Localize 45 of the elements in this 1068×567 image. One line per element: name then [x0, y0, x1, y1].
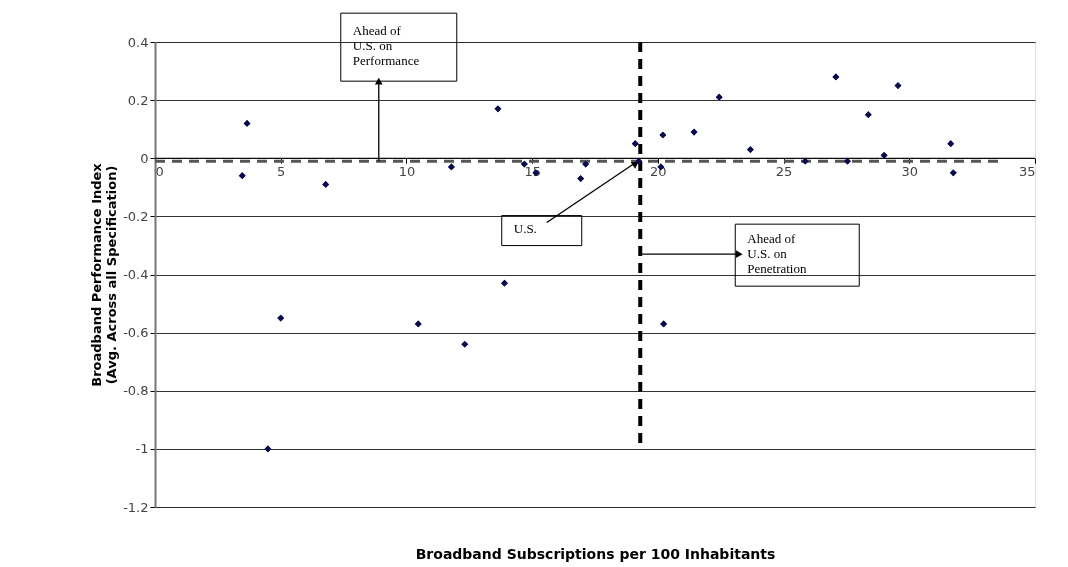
point	[801, 157, 809, 165]
y-axis-title: Broadband Performance Index (Avg. Across all Specification)	[89, 162, 120, 387]
point	[494, 105, 502, 113]
x-tick-label: 0	[155, 163, 164, 179]
point	[949, 169, 957, 177]
point	[635, 157, 643, 165]
y-tick-label: 0.4	[127, 34, 149, 50]
y-tick-label: -1.2	[123, 499, 149, 515]
y-tick-label: -1	[135, 441, 149, 457]
y-tick-label: -0.8	[123, 383, 149, 399]
point	[631, 140, 639, 148]
y-tick-label: -0.6	[123, 325, 149, 341]
annotation: Ahead of U.S. on Penetration	[747, 230, 807, 276]
point	[659, 131, 667, 139]
x-axis-title: Broadband Subscriptions per 100 Inhabitants	[415, 545, 776, 562]
point	[864, 111, 872, 119]
y-tick-label: 0.2	[127, 92, 149, 108]
point	[660, 320, 667, 328]
y-tick-label: 0	[140, 150, 149, 166]
point	[582, 160, 590, 168]
x-tick-label: 25	[775, 163, 793, 179]
point	[277, 314, 285, 322]
x-tick-label: 35	[1018, 163, 1036, 179]
point	[414, 320, 422, 328]
point	[947, 140, 955, 148]
point	[264, 445, 272, 453]
point	[501, 279, 508, 287]
y-tick-label: -0.2	[123, 208, 149, 224]
point	[243, 120, 251, 127]
x-tick-label: 5	[277, 163, 286, 179]
point	[832, 73, 840, 81]
point	[322, 181, 330, 188]
point	[747, 146, 754, 153]
annotation: U.S.	[513, 221, 537, 237]
point	[238, 172, 246, 180]
point	[715, 93, 723, 101]
x-tick-label: 30	[901, 163, 919, 179]
point	[880, 151, 888, 159]
point	[577, 175, 585, 182]
point	[520, 160, 528, 168]
y-tick-label: -0.4	[123, 267, 149, 282]
point	[461, 340, 469, 348]
x-tick-label: 10	[398, 163, 416, 179]
point	[690, 128, 698, 136]
point	[844, 157, 851, 165]
